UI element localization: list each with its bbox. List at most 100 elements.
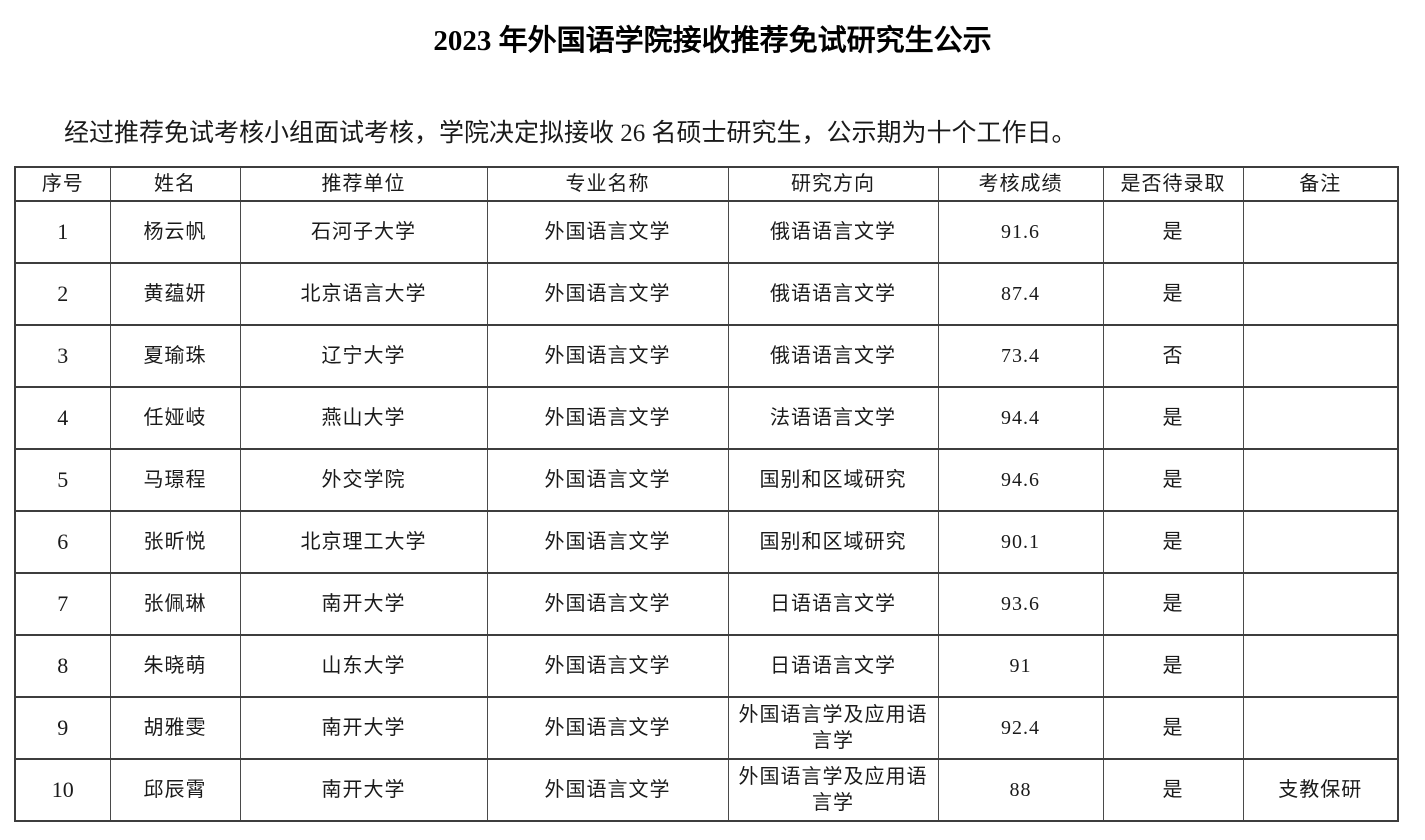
table-cell: 法语语言文学 (727, 386, 939, 450)
table-cell: 是 (1102, 510, 1244, 574)
header-cell-7: 备注 (1242, 166, 1399, 202)
table-cell: 南开大学 (239, 572, 488, 636)
table-cell: 邱辰霄 (109, 758, 241, 822)
header-cell-0: 序号 (14, 166, 111, 202)
table-cell: 是 (1102, 634, 1244, 698)
table-cell: 辽宁大学 (239, 324, 488, 388)
table-cell: 杨云帆 (109, 200, 241, 264)
table-row: 7 张佩琳 南开大学 外国语言文学 日语语言文学 93.6 是 (14, 572, 1399, 636)
table-cell (1242, 386, 1399, 450)
table-cell: 马璟程 (109, 448, 241, 512)
table-cell: 92.4 (937, 696, 1104, 760)
table-cell (1242, 200, 1399, 264)
table-cell: 黄蕴妍 (109, 262, 241, 326)
table-body: 1 杨云帆 石河子大学 外国语言文学 俄语语言文学 91.6 是 2 黄蕴妍 北京语言大学 外国语言… (14, 200, 1399, 822)
table-cell: 6 (14, 510, 111, 574)
table-row: 3 夏瑜珠 辽宁大学 外国语言文学 俄语语言文学 73.4 否 (14, 324, 1399, 388)
table-cell: 俄语语言文学 (727, 200, 939, 264)
table-cell: 88 (937, 758, 1104, 822)
table-cell: 外国语言文学 (486, 386, 729, 450)
table-cell: 是 (1102, 200, 1244, 264)
table-cell: 8 (14, 634, 111, 698)
table-cell: 支教保研 (1242, 758, 1399, 822)
header-cell-6: 是否待录取 (1102, 166, 1244, 202)
table-cell: 南开大学 (239, 696, 488, 760)
table-cell: 外国语言文学 (486, 448, 729, 512)
intro-paragraph: 经过推荐免试考核小组面试考核，学院决定拟接收 26 名硕士研究生，公示期为十个工… (64, 120, 1077, 147)
table-row: 6 张昕悦 北京理工大学 外国语言文学 国别和区域研究 90.1 是 (14, 510, 1399, 574)
table-cell (1242, 448, 1399, 512)
table-cell: 87.4 (937, 262, 1104, 326)
table-cell: 任娅岐 (109, 386, 241, 450)
header-cell-5: 考核成绩 (937, 166, 1104, 202)
table-cell: 外国语言文学 (486, 758, 729, 822)
table-cell: 1 (14, 200, 111, 264)
table-cell (1242, 262, 1399, 326)
table-cell: 国别和区域研究 (727, 510, 939, 574)
table-cell: 91.6 (937, 200, 1104, 264)
table-cell: 燕山大学 (239, 386, 488, 450)
table-cell: 外国语言文学 (486, 696, 729, 760)
table-row: 5 马璟程 外交学院 外国语言文学 国别和区域研究 94.6 是 (14, 448, 1399, 512)
table-cell: 2 (14, 262, 111, 326)
table-cell: 胡雅雯 (109, 696, 241, 760)
table-cell: 外国语言文学 (486, 634, 729, 698)
table-cell (1242, 696, 1399, 760)
header-cell-4: 研究方向 (727, 166, 939, 202)
table-cell: 外国语言学及应用语言学 (727, 758, 939, 822)
table-cell: 外国语言文学 (486, 262, 729, 326)
table-cell: 石河子大学 (239, 200, 488, 264)
table-cell: 外国语言文学 (486, 200, 729, 264)
table-cell: 外国语言学及应用语言学 (727, 696, 939, 760)
table-cell: 3 (14, 324, 111, 388)
table-cell: 俄语语言文学 (727, 324, 939, 388)
table-cell: 俄语语言文学 (727, 262, 939, 326)
table-cell: 4 (14, 386, 111, 450)
table-header-row: 序号 姓名 推荐单位 专业名称 研究方向 考核成绩 是否待录取 备注 (14, 166, 1399, 202)
table-cell: 北京语言大学 (239, 262, 488, 326)
table-cell: 5 (14, 448, 111, 512)
table-cell: 91 (937, 634, 1104, 698)
table-cell: 朱晓萌 (109, 634, 241, 698)
table-cell: 9 (14, 696, 111, 760)
table-cell: 夏瑜珠 (109, 324, 241, 388)
table-cell: 90.1 (937, 510, 1104, 574)
table-cell: 93.6 (937, 572, 1104, 636)
notice-table: 序号 姓名 推荐单位 专业名称 研究方向 考核成绩 是否待录取 备注 1 杨云帆 石河子大学 外国语… (14, 166, 1399, 822)
table-cell: 7 (14, 572, 111, 636)
table-row: 4 任娅岐 燕山大学 外国语言文学 法语语言文学 94.4 是 (14, 386, 1399, 450)
header-cell-3: 专业名称 (486, 166, 729, 202)
table-cell: 是 (1102, 696, 1244, 760)
table-cell: 张昕悦 (109, 510, 241, 574)
table-row: 8 朱晓萌 山东大学 外国语言文学 日语语言文学 91 是 (14, 634, 1399, 698)
table-cell: 否 (1102, 324, 1244, 388)
page-title: 2023 年外国语学院接收推荐免试研究生公示 (433, 25, 992, 57)
table-row: 2 黄蕴妍 北京语言大学 外国语言文学 俄语语言文学 87.4 是 (14, 262, 1399, 326)
header-cell-1: 姓名 (109, 166, 241, 202)
table-cell: 山东大学 (239, 634, 488, 698)
table-cell: 日语语言文学 (727, 572, 939, 636)
table-cell: 是 (1102, 572, 1244, 636)
table-cell: 94.4 (937, 386, 1104, 450)
table-cell: 是 (1102, 386, 1244, 450)
table-cell: 外国语言文学 (486, 510, 729, 574)
table-cell (1242, 324, 1399, 388)
table-row: 10 邱辰霄 南开大学 外国语言文学 外国语言学及应用语言学 88 是支教保研 (14, 758, 1399, 822)
table-cell (1242, 634, 1399, 698)
table-cell: 日语语言文学 (727, 634, 939, 698)
header-cell-2: 推荐单位 (239, 166, 488, 202)
table-cell (1242, 510, 1399, 574)
table-cell: 外国语言文学 (486, 324, 729, 388)
table-cell: 张佩琳 (109, 572, 241, 636)
table-cell: 是 (1102, 448, 1244, 512)
table-cell: 外国语言文学 (486, 572, 729, 636)
table-cell: 外交学院 (239, 448, 488, 512)
table-cell: 国别和区域研究 (727, 448, 939, 512)
table-cell: 73.4 (937, 324, 1104, 388)
table-cell: 北京理工大学 (239, 510, 488, 574)
table-cell: 是 (1102, 262, 1244, 326)
table-row: 9 胡雅雯 南开大学 外国语言文学 外国语言学及应用语言学 92.4 是 (14, 696, 1399, 760)
table-cell: 10 (14, 758, 111, 822)
table-cell: 94.6 (937, 448, 1104, 512)
table-row: 1 杨云帆 石河子大学 外国语言文学 俄语语言文学 91.6 是 (14, 200, 1399, 264)
